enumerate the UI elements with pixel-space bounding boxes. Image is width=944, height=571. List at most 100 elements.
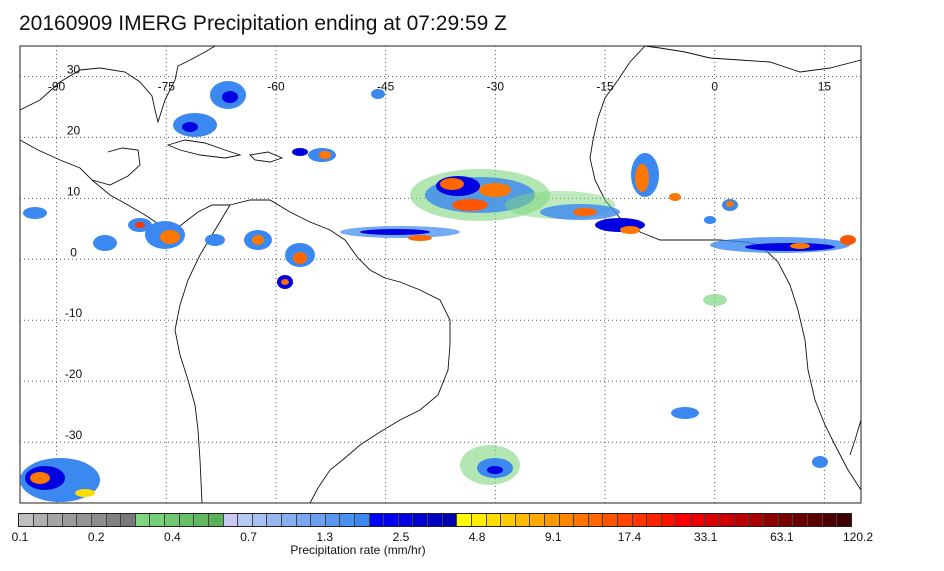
caribbean-convection [173, 81, 385, 162]
latitude-label: 10 [67, 184, 81, 198]
south-america-convection [23, 207, 315, 289]
colorbar-cell [355, 514, 370, 526]
precipitation-features [20, 81, 856, 502]
colorbar-cell [574, 514, 589, 526]
colorbar-cell [62, 514, 78, 526]
colorbar-cell [150, 514, 166, 526]
latitude-label: 30 [67, 62, 81, 76]
colorbar-cell [530, 514, 545, 526]
colorbar-cell [501, 514, 516, 526]
colorbar-cell [691, 514, 706, 526]
colorbar-cell [165, 514, 180, 526]
colorbar-tick-label: 0.4 [164, 530, 181, 544]
africa-convection [631, 153, 738, 224]
colorbar-cell [252, 514, 268, 526]
colorbar-tick-label: 120.2 [842, 530, 874, 544]
colorbar-cell [223, 514, 239, 526]
latitude-label: -30 [65, 428, 83, 442]
colorbar-cell [632, 514, 648, 526]
colorbar-tick-label: 1.3 [316, 530, 334, 544]
longitude-label: -90 [48, 79, 66, 93]
colorbar-cell [369, 514, 385, 526]
coast-south-america-north [229, 199, 451, 345]
colorbar-tick-label: 17.4 [617, 530, 642, 544]
latitude-labels: 30 20 10 0 -10 -20 -30 [65, 62, 83, 442]
colorbar-tick-label: 9.1 [544, 530, 562, 544]
colorbar-cell [194, 514, 209, 526]
coast-gulf-mexico [19, 139, 141, 186]
coast-south-america-east [309, 344, 451, 504]
colorbar-cell [720, 514, 735, 526]
longitude-label: -45 [377, 79, 395, 93]
coast-africa-gulf-guinea [759, 244, 862, 491]
latitude-label: -10 [65, 306, 83, 320]
latitude-label: 0 [70, 245, 77, 259]
longitude-label: -75 [158, 79, 176, 93]
colorbar-cell [208, 514, 224, 526]
colorbar-cell [340, 514, 356, 526]
colorbar-tick-label: 0.7 [240, 530, 257, 544]
colorbar-cell [281, 514, 297, 526]
map-title: 20160909 IMERG Precipitation ending at 0… [19, 12, 507, 35]
colorbar-cell [398, 514, 414, 526]
colorbar-cell [77, 514, 93, 526]
colorbar-cell [822, 514, 838, 526]
colorbar-cell [48, 514, 63, 526]
colorbar-tick-label: 0.1 [11, 530, 29, 544]
colorbar-cell [588, 514, 604, 526]
colorbar-cell [267, 514, 282, 526]
colorbar-cell [676, 514, 692, 526]
colorbar-cell [325, 514, 341, 526]
colorbar-cell [311, 514, 326, 526]
colorbar-cell [749, 514, 765, 526]
colorbar-tick-label: 0.2 [87, 530, 105, 544]
colorbar-tick-label: 2.5 [392, 530, 410, 544]
colorbar-cell [19, 514, 34, 526]
colorbar-label: Precipitation rate (mm/hr) [290, 543, 426, 557]
colorbar-cell [647, 514, 662, 526]
longitude-label: -60 [267, 79, 285, 93]
colorbar-cell [837, 514, 851, 526]
longitude-label: -15 [596, 79, 614, 93]
colorbar-tick-label: 33.1 [693, 530, 718, 544]
latitude-label: -20 [65, 367, 83, 381]
southern-features [20, 294, 828, 502]
colorbar-tick-label: 4.8 [468, 530, 486, 544]
colorbar-cell [106, 514, 122, 526]
colorbar [18, 513, 852, 527]
colorbar-tick-label: 63.1 [770, 530, 794, 544]
colorbar-cell [661, 514, 677, 526]
coast-madagascar [849, 419, 862, 456]
latitude-label: 20 [67, 123, 81, 137]
colorbar-cell [617, 514, 633, 526]
graticule [20, 46, 861, 503]
coast-north-america [19, 45, 216, 124]
itcz-band [340, 169, 856, 253]
colorbar-cell [603, 514, 618, 526]
coast-hispaniola [249, 151, 284, 163]
colorbar-cell [544, 514, 560, 526]
coast-cuba [166, 139, 242, 159]
colorbar-cell [384, 514, 399, 526]
longitude-label: 0 [711, 79, 718, 93]
colorbar-cell [515, 514, 531, 526]
colorbar-cell [486, 514, 502, 526]
colorbar-cell [33, 514, 49, 526]
longitude-label: -30 [487, 79, 505, 93]
longitude-labels: -90 -75 -60 -45 -30 -15 0 15 [48, 79, 832, 93]
colorbar-cell [764, 514, 779, 526]
colorbar-cell [428, 514, 443, 526]
coast-south-america-west [174, 204, 231, 504]
colorbar-cell [92, 514, 107, 526]
colorbar-cell [179, 514, 195, 526]
colorbar-cell [457, 514, 472, 526]
colorbar-cell [807, 514, 823, 526]
map-frame [19, 45, 862, 504]
colorbar-cell [778, 514, 794, 526]
colorbar-cell [413, 514, 429, 526]
colorbar-cell [135, 514, 151, 526]
coastlines [19, 45, 862, 504]
colorbar-cell [705, 514, 721, 526]
colorbar-cell [442, 514, 458, 526]
